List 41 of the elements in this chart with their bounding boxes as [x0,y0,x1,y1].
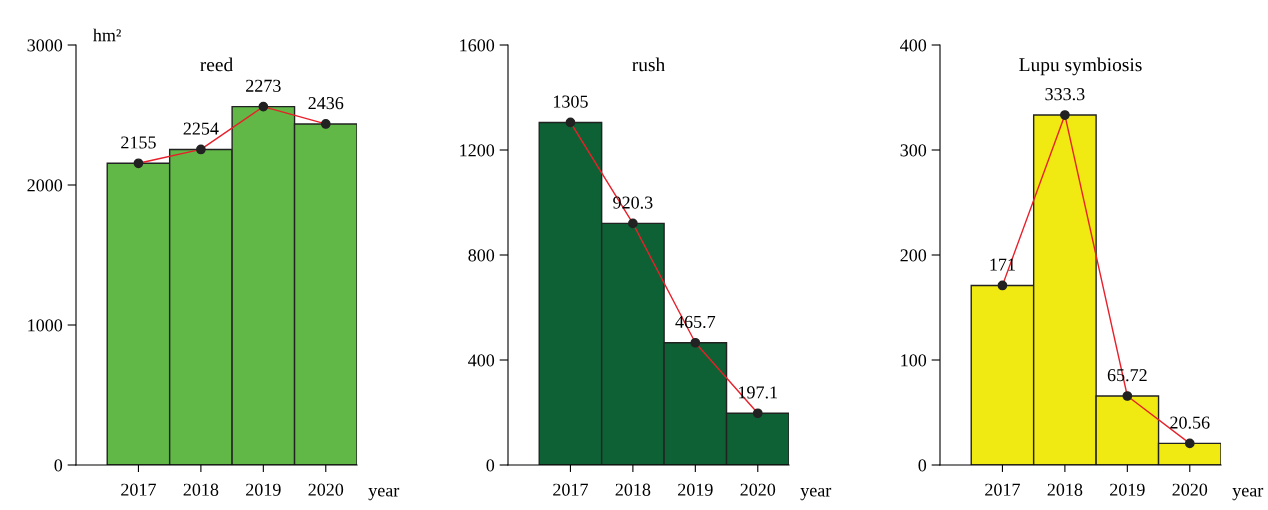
y-tick-label: 1600 [460,39,495,52]
data-label: 2254 [183,122,219,135]
y-tick-label: 300 [900,144,927,157]
y-tick-label: 400 [900,39,927,52]
text: Lupu symbiosis [1019,57,1142,76]
y-tick-label: 800 [468,249,495,262]
y-axis-title: hm² [93,28,121,42]
y-tick-label: 200 [900,249,927,262]
text: reed [200,57,233,72]
y-tick-label: 2000 [27,179,63,192]
chart-title: rush [632,57,665,72]
x-axis-title: year [1232,487,1264,501]
x-tick-label: 2017 [985,483,1020,496]
x-tick-label: 2019 [1110,483,1145,496]
x-tick-label: 2020 [308,483,344,496]
x-tick-label: 2020 [740,483,776,496]
x-tick-label: 2019 [246,483,281,496]
x-axis-title: year [368,487,400,501]
y-tick-label: 1000 [28,319,63,332]
y-tick-label: 400 [468,354,495,367]
annotation: 2273 [246,79,281,92]
x-tick-label: 2018 [1047,483,1083,496]
data-label: 1305 [553,95,588,108]
x-tick-label: 2020 [1172,483,1208,496]
y-tick-label: 0 [54,459,63,472]
data-label: 333.3 [1045,88,1085,101]
data-label: 2155 [121,136,156,149]
data-label: 197.1 [739,386,778,399]
data-label: 2436 [308,97,344,110]
y-tick-label: 0 [918,459,927,472]
y-tick-label: 3000 [27,39,63,52]
data-label: 20.56 [1170,416,1210,429]
x-tick-label: 2019 [678,483,713,496]
y-tick-label: 0 [486,459,495,472]
x-tick-label: 2017 [121,483,156,496]
y-tick-label: 1200 [460,144,495,157]
y-tick-label: 100 [901,354,927,367]
x-axis-title: year [800,487,832,501]
x-tick-label: 2018 [615,483,651,496]
x-tick-label: 2018 [183,483,219,496]
x-tick-label: 2017 [553,483,588,496]
